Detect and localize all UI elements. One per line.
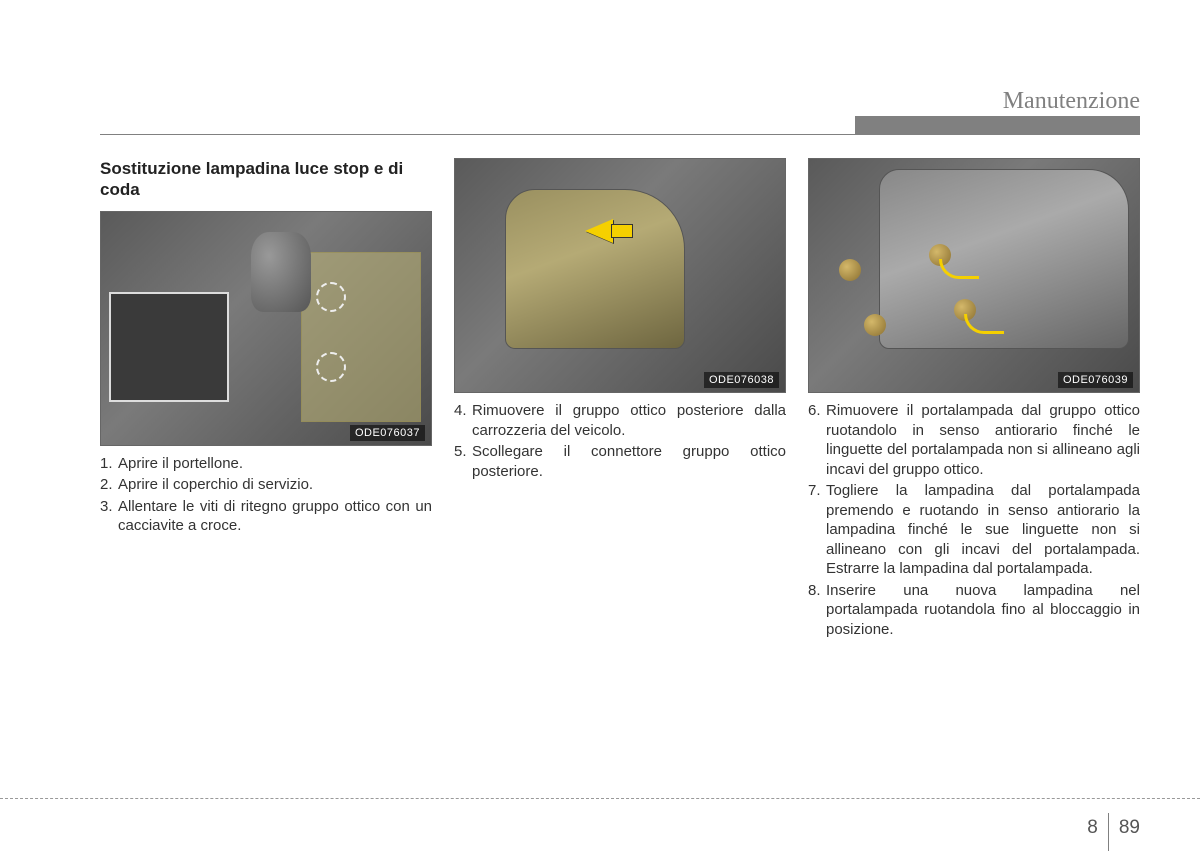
figure-3-assembly [879, 169, 1129, 349]
step-item: 7. Togliere la lampadina dal porta­lampa… [808, 481, 1140, 579]
content-row: Sostituzione lampadina luce stop e di co… [100, 158, 1140, 641]
step-text: Aprire il coperchio di servizio. [118, 475, 432, 495]
header-accent-bar [855, 116, 1140, 134]
figure-1-inset [109, 292, 229, 402]
figure-1: ODE076037 [100, 211, 432, 446]
figure-1-callout-b [316, 352, 346, 382]
step-text: Inserire una nuova lampadina nel portala… [826, 581, 1140, 640]
step-item: 8. Inserire una nuova lampadina nel port… [808, 581, 1140, 640]
step-item: 2. Aprire il coperchio di servizio. [100, 475, 432, 495]
column-2: ODE076038 4. Rimuovere il gruppo ottico … [454, 158, 786, 641]
section-title: Sostituzione lampadina luce stop e di co… [100, 158, 432, 201]
chapter-number: 8 [1087, 817, 1098, 839]
figure-2: ODE076038 [454, 158, 786, 393]
steps-col2: 4. Rimuovere il gruppo ottico posteriore… [454, 401, 786, 481]
step-item: 6. Rimuovere il portalampada dal gruppo … [808, 401, 1140, 479]
figure-1-code: ODE076037 [350, 425, 425, 441]
figure-1-panel [301, 252, 421, 422]
step-num: 4. [454, 401, 472, 440]
figure-2-code: ODE076038 [704, 372, 779, 388]
step-text: Rimuovere il gruppo ottico posteriore da… [472, 401, 786, 440]
step-num: 2. [100, 475, 118, 495]
page-footer: 8 89 [1087, 813, 1140, 843]
figure-1-hand [251, 232, 311, 312]
figure-1-callout-a [316, 282, 346, 312]
step-text: Rimuovere il portalampada dal gruppo ott… [826, 401, 1140, 479]
step-num: 3. [100, 497, 118, 536]
step-text: Togliere la lampadina dal porta­lampada … [826, 481, 1140, 579]
step-item: 4. Rimuovere il gruppo ottico posteriore… [454, 401, 786, 440]
step-num: 1. [100, 454, 118, 474]
page-number: 89 [1119, 817, 1140, 839]
step-text: Aprire il portellone. [118, 454, 432, 474]
figure-2-assembly [505, 189, 685, 349]
header-rule [100, 134, 1140, 135]
column-3: ODE076039 6. Rimuovere il portalampada d… [808, 158, 1140, 641]
step-num: 6. [808, 401, 826, 479]
step-num: 5. [454, 442, 472, 481]
column-1: Sostituzione lampadina luce stop e di co… [100, 158, 432, 641]
step-text: Allentare le viti di ritegno gruppo otti… [118, 497, 432, 536]
figure-2-arrow-body [611, 224, 633, 238]
step-item: 5. Scollegare il connettore gruppo ottic… [454, 442, 786, 481]
step-item: 1. Aprire il portellone. [100, 454, 432, 474]
step-num: 8. [808, 581, 826, 640]
header-title: Manutenzione [1003, 88, 1140, 115]
figure-2-arrow-icon [585, 219, 613, 243]
step-item: 3. Allentare le viti di ritegno gruppo o… [100, 497, 432, 536]
step-num: 7. [808, 481, 826, 579]
footer-dash-line [0, 798, 1200, 799]
steps-col3: 6. Rimuovere il portalampada dal gruppo … [808, 401, 1140, 639]
figure-3-code: ODE076039 [1058, 372, 1133, 388]
figure-3-bulb-a [839, 259, 861, 281]
figure-3: ODE076039 [808, 158, 1140, 393]
step-text: Scollegare il connettore gruppo ottico p… [472, 442, 786, 481]
steps-col1: 1. Aprire il portellone. 2. Aprire il co… [100, 454, 432, 536]
page-separator [1108, 813, 1109, 851]
figure-3-bulb-b [864, 314, 886, 336]
